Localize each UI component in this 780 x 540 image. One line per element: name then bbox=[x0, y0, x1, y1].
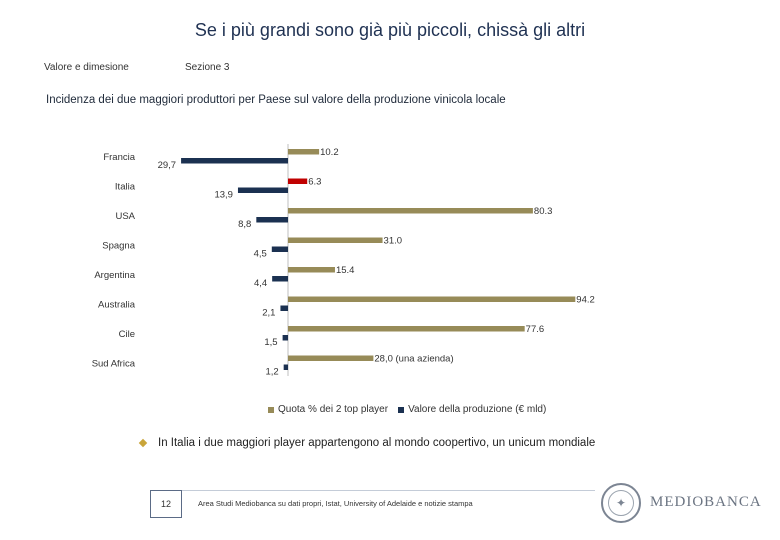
page-title: Se i più grandi sono già più piccoli, ch… bbox=[194, 20, 586, 40]
bar-valore bbox=[237, 187, 288, 193]
bar-valore bbox=[282, 335, 288, 341]
diamond-bullet-icon bbox=[138, 438, 148, 448]
footer-divider bbox=[150, 490, 595, 491]
legend-item-quota: Quota % dei 2 top player bbox=[268, 404, 388, 415]
bar-valore bbox=[280, 305, 288, 311]
category-label: Italia bbox=[115, 182, 136, 193]
data-label-quota: 31.0 bbox=[384, 236, 403, 247]
category-label: Sud Africa bbox=[92, 359, 136, 370]
bar-quota bbox=[288, 296, 576, 302]
legend-swatch-quota bbox=[268, 406, 274, 413]
data-label-quota: 94.2 bbox=[576, 295, 595, 306]
key-note-text: In Italia i due maggiori player apparten… bbox=[158, 437, 596, 449]
key-note: In Italia i due maggiori player apparten… bbox=[138, 437, 596, 449]
data-label-valore: 29,7 bbox=[158, 160, 177, 171]
bar-valore bbox=[181, 158, 288, 164]
page-number: 12 bbox=[150, 490, 182, 518]
category-label: Cile bbox=[119, 329, 135, 340]
bar-quota bbox=[288, 237, 383, 243]
bar-quota bbox=[288, 149, 320, 155]
chart-legend: Quota % dei 2 top player Valore della pr… bbox=[268, 404, 556, 415]
bar-chart: Francia 10.2 29,7 Italia 6.3 13,9 USA 80.3 8,8 Sp… bbox=[92, 144, 595, 378]
bar-valore bbox=[271, 246, 288, 252]
data-label-valore: 4,5 bbox=[254, 249, 267, 260]
data-label-quota: 10.2 bbox=[320, 147, 339, 158]
data-label-quota: 6.3 bbox=[308, 177, 321, 188]
bar-quota bbox=[288, 208, 533, 214]
bar-quota bbox=[288, 178, 308, 184]
data-label-quota: 28,0 (una azienda) bbox=[374, 354, 453, 365]
category-label: Francia bbox=[103, 152, 135, 163]
brand-logo: MEDIOBANCA bbox=[650, 494, 762, 510]
bar-quota bbox=[288, 267, 335, 273]
seal-inner-icon: ✦ bbox=[608, 490, 634, 516]
legend-label-valore: Valore della produzione (€ mld) bbox=[408, 404, 547, 415]
category-label: Spagna bbox=[102, 241, 135, 252]
data-label-valore: 1,5 bbox=[264, 337, 277, 348]
bar-valore bbox=[256, 217, 288, 223]
source-note: Area Studi Mediobanca su dati propri, Is… bbox=[198, 499, 473, 508]
bar-valore bbox=[283, 364, 288, 370]
legend-swatch-valore bbox=[398, 406, 405, 413]
section-label: Valore e dimesione bbox=[44, 62, 129, 73]
chart-subtitle: Incidenza dei due maggiori produttori pe… bbox=[46, 94, 506, 106]
section-number: Sezione 3 bbox=[185, 62, 230, 73]
category-label: USA bbox=[115, 211, 135, 222]
category-label: Australia bbox=[98, 300, 136, 311]
data-label-valore: 8,8 bbox=[238, 219, 251, 230]
data-label-valore: 4,4 bbox=[254, 278, 267, 289]
data-label-valore: 13,9 bbox=[214, 190, 233, 201]
brand-seal-icon: ✦ bbox=[601, 483, 641, 523]
category-label: Argentina bbox=[94, 270, 135, 281]
bar-valore bbox=[272, 276, 288, 282]
data-label-quota: 77.6 bbox=[526, 324, 545, 335]
data-label-quota: 80.3 bbox=[534, 206, 553, 217]
data-label-quota: 15.4 bbox=[336, 265, 355, 276]
data-label-valore: 1,2 bbox=[265, 367, 278, 378]
legend-label-quota: Quota % dei 2 top player bbox=[278, 404, 389, 415]
bar-quota bbox=[288, 326, 525, 332]
legend-item-valore: Valore della produzione (€ mld) bbox=[398, 404, 546, 415]
data-label-valore: 2,1 bbox=[262, 308, 275, 319]
bar-quota bbox=[288, 355, 374, 361]
